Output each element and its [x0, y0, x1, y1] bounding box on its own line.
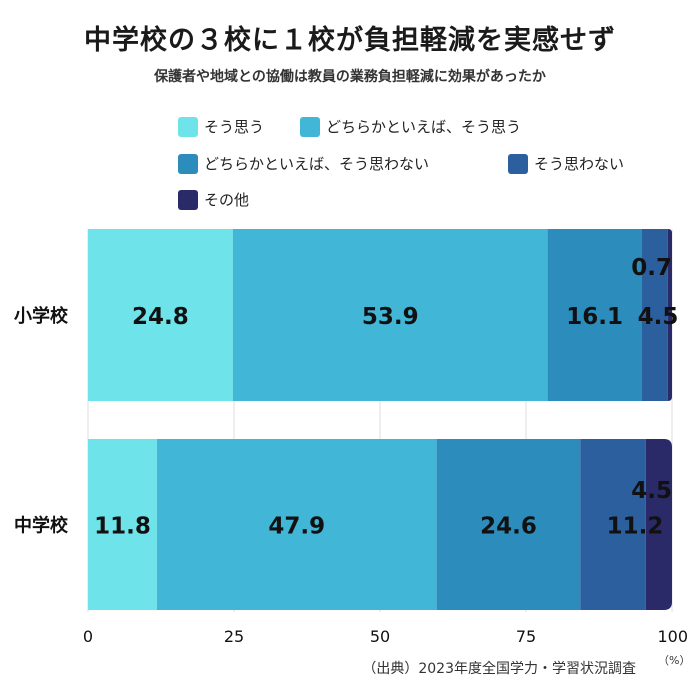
legend: そう思う どちらかといえば、そう思う どちらかといえば、そう思わない そう思わな…: [178, 116, 658, 216]
data-label: 47.9: [268, 514, 325, 540]
bar-segment: [88, 439, 157, 610]
x-tick-label: 50: [370, 627, 390, 646]
bar-segment: [436, 439, 581, 610]
legend-swatch: [508, 153, 528, 174]
data-label: 4.5: [631, 478, 672, 504]
data-label: 11.8: [94, 514, 151, 540]
x-tick-label: 25: [224, 627, 244, 646]
legend-label: その他: [204, 191, 250, 209]
bar-segment: [645, 439, 672, 610]
data-label: 11.2: [607, 514, 664, 540]
legend-item: どちらかといえば、そう思わない: [178, 153, 429, 174]
legend-item: そう思わない: [508, 153, 624, 174]
data-label: 0.7: [631, 255, 672, 281]
source-note: （出典）2023年度全国学力・学習状況調査: [362, 661, 636, 677]
legend-label: そう思わない: [534, 155, 625, 173]
x-tick-label: 0: [83, 627, 93, 646]
legend-label: そう思う: [204, 118, 265, 136]
data-label: 24.8: [132, 304, 189, 330]
bar-segment: [547, 229, 642, 401]
bar-segment: [667, 229, 672, 401]
legend-swatch: [178, 116, 198, 137]
legend-label: どちらかといえば、そう思わない: [204, 155, 430, 173]
bar-segment: [641, 229, 668, 401]
legend-item: そう思う: [178, 116, 264, 137]
legend-swatch: [178, 153, 198, 174]
data-label: 24.6: [480, 514, 537, 540]
unit-label: （%）: [658, 654, 691, 667]
category-label: 中学校: [14, 515, 69, 537]
legend-swatch: [178, 189, 198, 210]
bar-segment: [232, 229, 548, 401]
x-tick-label: 100: [657, 627, 688, 646]
legend-swatch: [300, 116, 320, 137]
legend-label: どちらかといえば、そう思う: [326, 118, 522, 136]
data-label: 16.1: [566, 304, 623, 330]
legend-item: その他: [178, 189, 249, 210]
data-label: 4.5: [638, 304, 679, 330]
x-tick-label: 75: [516, 627, 536, 646]
chart-title: 中学校の３校に１校が負担軽減を実感せず: [84, 25, 616, 56]
chart-subtitle: 保護者や地域との協働は教員の業務負担軽減に効果があったか: [154, 69, 546, 85]
data-label: 53.9: [362, 304, 419, 330]
bar-segment: [580, 439, 646, 610]
legend-item: どちらかといえば、そう思う: [300, 116, 521, 137]
bar-segment: [156, 439, 437, 610]
bar-segment: [88, 229, 233, 401]
category-label: 小学校: [14, 305, 69, 327]
